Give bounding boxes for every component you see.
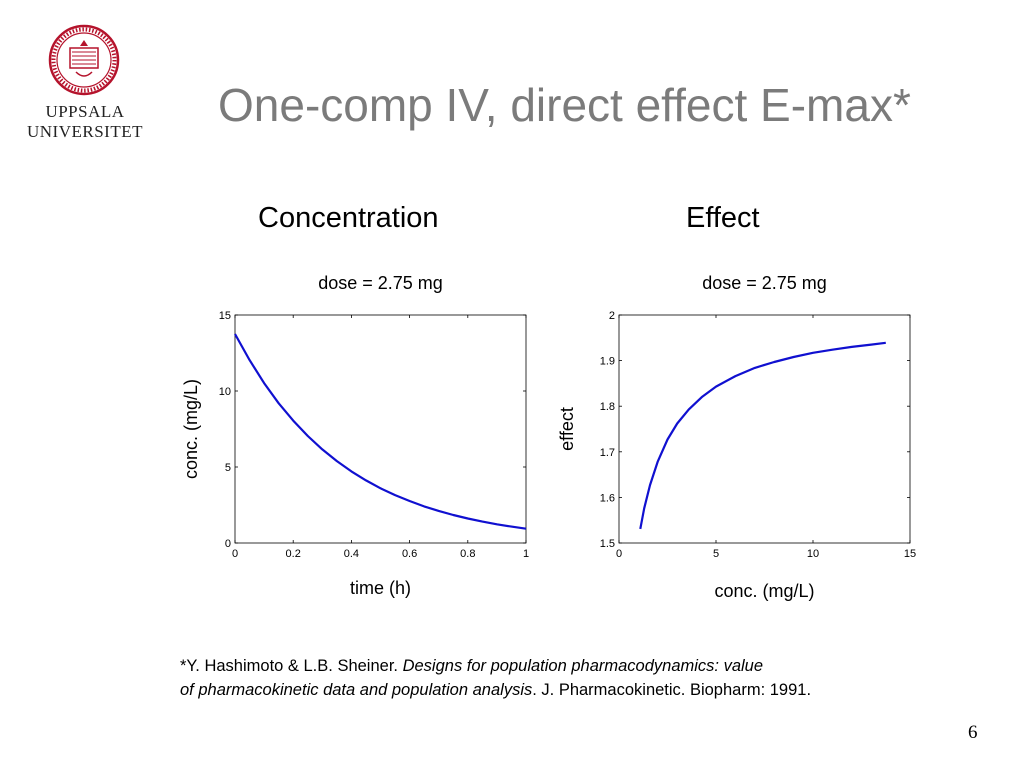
- chart1-ylabel: conc. (mg/L): [181, 379, 201, 479]
- chart2-xtick-label: 0: [616, 548, 622, 560]
- citation-journal: . J. Pharmacokinetic. Biopharm: 1991.: [532, 681, 812, 699]
- chart2-ytick-label: 1.6: [600, 492, 615, 504]
- slide-title: One-comp IV, direct effect E-max*: [218, 79, 911, 131]
- chart2-ylabel: effect: [557, 407, 577, 451]
- chart1-xtick-label: 0.6: [402, 548, 417, 560]
- chart1-xtick-label: 0.4: [344, 548, 359, 560]
- chart2-ytick-label: 1.7: [600, 447, 615, 459]
- chart1-ytick-label: 0: [225, 538, 231, 550]
- citation-title-part1: Designs for population pharmacodynamics:…: [402, 657, 764, 675]
- citation-line-2: of pharmacokinetic data and population a…: [180, 678, 811, 702]
- chart2-ytick-label: 1.9: [600, 356, 615, 368]
- chart2-ytick-label: 1.8: [600, 401, 615, 413]
- chart1-ytick-label: 15: [219, 310, 231, 322]
- chart2-xtick-label: 10: [807, 548, 819, 560]
- chart1-series-line: [234, 333, 527, 530]
- chart1-xtick-label: 0.8: [460, 548, 475, 560]
- citation-line-1: *Y. Hashimoto & L.B. Sheiner. Designs fo…: [180, 654, 811, 678]
- chart2-ytick-label: 2: [609, 310, 615, 322]
- heading-concentration: Concentration: [258, 202, 439, 234]
- chart2-title: dose = 2.75 mg: [702, 273, 827, 293]
- chart2-xtick-label: 5: [713, 548, 719, 560]
- chart1-xtick-label: 0.2: [286, 548, 301, 560]
- chart2-plot-frame: [618, 314, 911, 544]
- chart1-xtick-label: 0: [232, 548, 238, 560]
- logo-text-line1: UPPSALA: [45, 102, 125, 121]
- chart2-xlabel: conc. (mg/L): [714, 581, 814, 601]
- chart1-ytick-label: 5: [225, 462, 231, 474]
- citation-title-part2: of pharmacokinetic data and population a…: [180, 681, 533, 699]
- uppsala-seal-icon: [48, 24, 120, 96]
- citation-authors: *Y. Hashimoto & L.B. Sheiner.: [180, 657, 403, 675]
- chart2-xtick-label: 15: [904, 548, 916, 560]
- chart2-ytick-label: 1.5: [600, 538, 615, 550]
- chart1-plot-frame: [234, 314, 527, 544]
- chart1-xtick-label: 1: [523, 548, 529, 560]
- chart1-ytick-label: 10: [219, 386, 231, 398]
- chart2-series-line: [639, 341, 886, 530]
- logo-text-line2: UNIVERSITET: [27, 122, 143, 141]
- chart1-title: dose = 2.75 mg: [318, 273, 443, 293]
- citation: *Y. Hashimoto & L.B. Sheiner. Designs fo…: [180, 654, 811, 702]
- page-number: 6: [968, 722, 978, 743]
- heading-effect: Effect: [686, 202, 760, 234]
- chart1-xlabel: time (h): [350, 578, 411, 598]
